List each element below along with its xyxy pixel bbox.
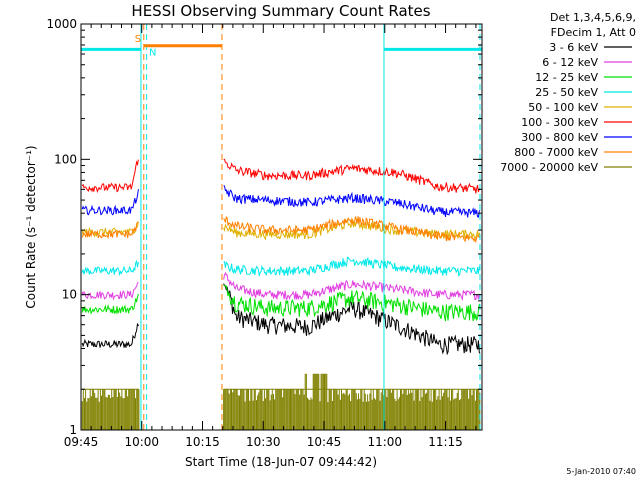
series-6-post bbox=[223, 185, 481, 218]
y-tick-label: 1000 bbox=[46, 17, 77, 31]
series-7 bbox=[81, 216, 481, 244]
series-5 bbox=[81, 158, 481, 194]
series-3 bbox=[81, 256, 481, 278]
series-8-segment-0 bbox=[81, 388, 140, 430]
plot-frame bbox=[80, 23, 483, 431]
legend-label: 100 - 300 keV bbox=[521, 116, 598, 129]
series-5-pre bbox=[81, 159, 139, 194]
x-tick-label: 11:15 bbox=[428, 435, 463, 449]
y-axis-label: Count Rate (s⁻¹ detector⁻¹) bbox=[24, 145, 38, 308]
x-tick-label: 10:30 bbox=[246, 435, 281, 449]
series-2 bbox=[81, 284, 481, 322]
series-1-post bbox=[223, 271, 481, 302]
legend-label: 50 - 100 keV bbox=[528, 101, 598, 114]
legend-label: 800 - 7000 keV bbox=[514, 146, 598, 159]
x-tick-label: 09:45 bbox=[64, 435, 99, 449]
annotation-label-S: S bbox=[135, 34, 141, 45]
legend-label: 12 - 25 keV bbox=[535, 71, 598, 84]
series-0 bbox=[81, 283, 481, 356]
series-8-segment-1 bbox=[223, 373, 481, 430]
series-6 bbox=[81, 185, 481, 218]
x-tick-label: 10:15 bbox=[185, 435, 220, 449]
annotation-label-N: N bbox=[149, 47, 156, 58]
legend-label: 7000 - 20000 keV bbox=[500, 161, 598, 174]
series-0-pre bbox=[81, 323, 139, 349]
x-axis-label: Start Time (18-Jun-07 09:44:42) bbox=[185, 455, 377, 469]
chart-title: HESSI Observing Summary Count Rates bbox=[131, 2, 430, 20]
y-tick-label: 1 bbox=[69, 423, 77, 437]
observing-markers: SN bbox=[81, 24, 482, 430]
legend-header-line-1: Det 1,3,4,5,6,9, bbox=[550, 11, 636, 24]
y-axis: 1 10 100 1000 bbox=[46, 17, 482, 437]
legend-label: 3 - 6 keV bbox=[549, 41, 598, 54]
legend-header-line-2: FDecim 1, Att 0 bbox=[551, 26, 636, 39]
x-tick-label: 10:00 bbox=[124, 435, 159, 449]
series-3-pre bbox=[81, 259, 139, 277]
x-axis: 09:45 10:00 10:15 10:30 10:45 11:00 11:15 bbox=[64, 24, 477, 449]
plot-data bbox=[81, 158, 481, 430]
series-8 bbox=[81, 373, 481, 430]
series-7-post bbox=[223, 216, 481, 244]
legend-label: 6 - 12 keV bbox=[542, 56, 598, 69]
series-1-pre bbox=[81, 281, 139, 301]
series-0-post bbox=[223, 283, 481, 356]
series-1 bbox=[81, 271, 481, 302]
footer-date: 5-Jan-2010 07:40 bbox=[566, 467, 636, 476]
legend-label: 300 - 800 keV bbox=[521, 131, 598, 144]
series-5-post bbox=[223, 158, 481, 194]
series-2-pre bbox=[81, 293, 139, 315]
y-tick-label: 10 bbox=[62, 288, 77, 302]
y-tick-label: 100 bbox=[54, 152, 77, 166]
x-tick-label: 10:45 bbox=[307, 435, 342, 449]
series-6-pre bbox=[81, 189, 139, 216]
legend-label: 25 - 50 keV bbox=[535, 86, 598, 99]
series-7-pre bbox=[81, 221, 139, 240]
series-2-post bbox=[223, 284, 481, 322]
x-tick-label: 11:00 bbox=[367, 435, 402, 449]
series-3-post bbox=[223, 256, 481, 278]
legend: Det 1,3,4,5,6,9, FDecim 1, Att 0 3 - 6 k… bbox=[500, 11, 636, 174]
